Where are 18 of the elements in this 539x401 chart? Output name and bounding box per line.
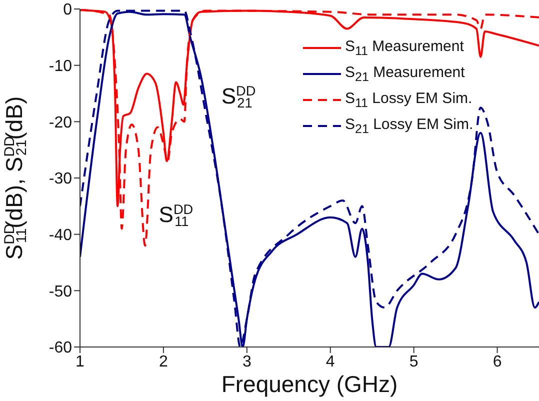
legend-label: S$_{11}$ Lossy EM Sim.: [345, 90, 472, 110]
y-tick-label: 0: [63, 2, 72, 19]
y-tick-label: -40: [48, 227, 72, 244]
legend-label: S$_{21}$ Measurement: [345, 64, 465, 84]
legend-label: S$_{21}$ Lossy EM Sim.: [345, 116, 474, 136]
y-tick-label: -20: [48, 114, 72, 132]
y-tick-label: -50: [48, 283, 72, 300]
x-tick-label: 6: [492, 353, 502, 370]
y-tick-label: -10: [48, 58, 72, 76]
x-tick-label: 5: [409, 353, 418, 370]
y-tick-label: -60: [48, 340, 72, 357]
x-tick-label: 4: [326, 353, 335, 370]
x-tick-label: 3: [242, 353, 252, 370]
y-tick-label: -30: [48, 170, 72, 188]
x-axis-title: Frequency (GHz): [221, 371, 398, 397]
legend-label: S$_{11}$ Measurement: [345, 38, 464, 58]
x-tick-label: 1: [76, 353, 85, 370]
x-tick-label: 2: [159, 353, 168, 370]
